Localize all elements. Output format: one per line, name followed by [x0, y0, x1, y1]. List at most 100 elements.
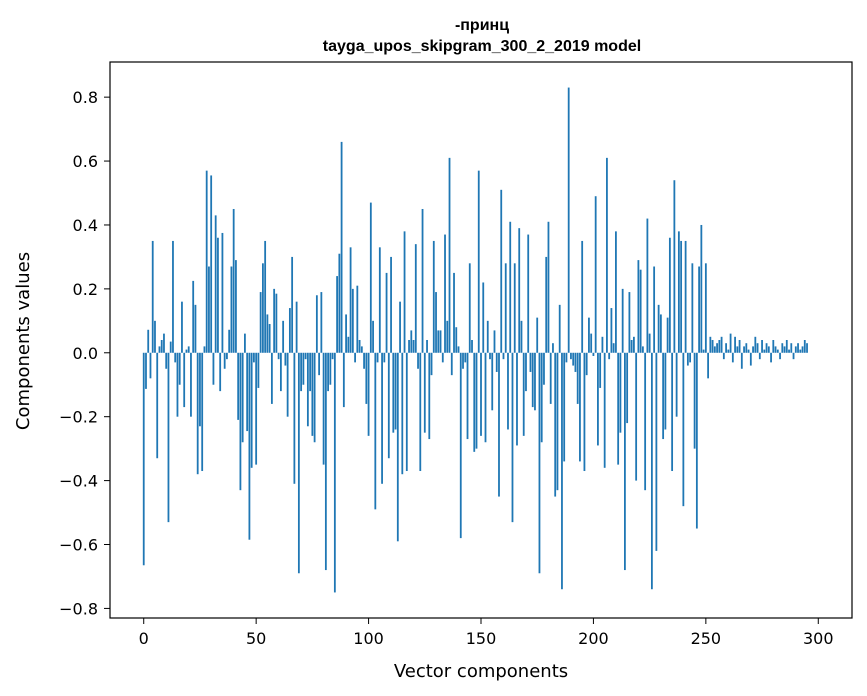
bar — [531, 352, 534, 408]
bar — [520, 320, 523, 353]
bar — [266, 314, 269, 353]
bar — [466, 352, 469, 440]
bar — [513, 263, 516, 353]
bar — [300, 352, 303, 392]
bar — [648, 333, 651, 353]
bar — [785, 340, 788, 353]
bar — [536, 317, 539, 353]
bar — [360, 346, 363, 353]
bar — [268, 324, 271, 353]
bar — [704, 263, 707, 353]
bar — [172, 240, 174, 353]
bar — [700, 224, 703, 353]
bar — [806, 343, 808, 353]
bar — [248, 352, 251, 540]
bar — [608, 352, 611, 360]
bar — [408, 340, 410, 353]
bar — [203, 346, 206, 353]
bar — [576, 352, 579, 404]
bar — [358, 340, 361, 353]
bar — [165, 352, 168, 369]
bar — [606, 157, 608, 353]
x-tick-label: 0 — [139, 629, 149, 648]
bar — [624, 352, 626, 571]
bar — [453, 272, 455, 353]
bar — [601, 336, 604, 353]
bar — [435, 292, 437, 353]
bar — [664, 352, 667, 430]
bar — [761, 340, 763, 353]
bar — [223, 352, 226, 369]
bar — [468, 263, 471, 353]
bar — [185, 349, 188, 353]
bar — [570, 352, 572, 360]
bar — [277, 352, 280, 360]
x-tick-label: 50 — [246, 629, 266, 648]
bar — [154, 320, 156, 353]
y-tick-label: 0.6 — [73, 152, 98, 171]
bar — [181, 301, 183, 353]
bar — [615, 231, 617, 353]
bar — [597, 352, 599, 446]
y-tick-label: −0.6 — [59, 536, 98, 555]
bar — [311, 352, 314, 436]
bar — [192, 280, 195, 353]
bar — [178, 352, 181, 385]
bar — [486, 320, 489, 353]
bar — [282, 320, 285, 353]
bar — [448, 157, 451, 353]
bar — [304, 352, 307, 360]
bar — [758, 352, 761, 360]
bar — [765, 343, 768, 353]
bar — [455, 327, 458, 353]
bar — [414, 244, 417, 353]
bar — [437, 330, 440, 353]
bar — [507, 352, 509, 430]
bar — [495, 352, 498, 372]
bar — [410, 330, 413, 353]
bar — [509, 221, 512, 353]
bar — [579, 352, 581, 462]
bar — [655, 352, 658, 551]
bar — [432, 240, 435, 353]
bar — [612, 343, 615, 353]
bar — [302, 352, 305, 385]
bar — [417, 352, 419, 369]
bar — [291, 256, 294, 353]
bar — [482, 282, 485, 353]
bar — [684, 240, 687, 353]
bar — [480, 352, 482, 436]
bar — [477, 170, 480, 353]
bar — [567, 87, 570, 353]
bar — [518, 228, 521, 353]
bar — [158, 346, 161, 353]
bar — [239, 352, 242, 491]
bar — [190, 352, 192, 417]
bar — [345, 314, 347, 353]
bar — [675, 352, 678, 417]
bar — [525, 352, 527, 392]
bar — [641, 346, 644, 353]
bar — [617, 352, 620, 465]
bar — [727, 349, 730, 353]
chart-subtitle: tayga_upos_skipgram_300_2_2019 model — [323, 38, 641, 55]
bar — [257, 352, 260, 388]
bar — [295, 301, 298, 353]
bar — [253, 352, 255, 363]
bar — [794, 346, 797, 353]
bar — [372, 320, 374, 353]
bar — [592, 352, 595, 356]
bar — [749, 352, 752, 366]
bar — [502, 352, 505, 360]
bar — [489, 352, 491, 360]
bar — [581, 240, 584, 353]
bar — [565, 352, 568, 363]
bar — [273, 288, 276, 353]
bar — [219, 352, 222, 392]
bar — [561, 352, 563, 590]
bar — [702, 349, 705, 353]
bar — [552, 343, 554, 353]
bar — [275, 293, 278, 353]
bar — [731, 352, 734, 363]
bar — [662, 352, 665, 440]
